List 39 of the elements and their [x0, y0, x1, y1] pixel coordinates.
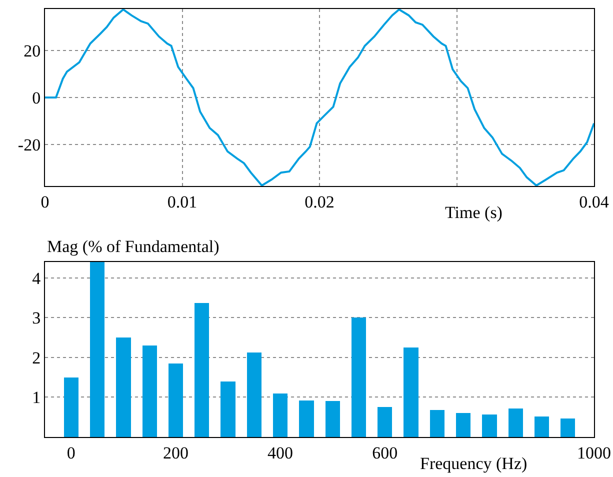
bar	[482, 414, 497, 437]
x-tick-label: 200	[162, 443, 188, 462]
x-tick-label: 0.02	[304, 192, 334, 212]
x-tick-label: 600	[372, 443, 398, 462]
bar	[430, 410, 444, 437]
bar	[534, 416, 550, 437]
bar	[325, 401, 340, 437]
x-tick-label: 0.01	[167, 192, 198, 212]
y-tick-label: 4	[32, 268, 42, 288]
y-tick-label: 1	[32, 388, 41, 408]
bar	[560, 418, 576, 437]
bar	[116, 338, 131, 437]
bar	[194, 302, 210, 437]
y-tick-label: 3	[32, 308, 41, 328]
bar	[272, 393, 288, 437]
bar	[299, 400, 314, 437]
bar	[404, 348, 418, 437]
bar	[142, 346, 157, 437]
x-axis-title: Frequency (Hz)	[420, 454, 528, 473]
x-axis-title: Time (s)	[445, 203, 502, 222]
bar	[220, 381, 236, 437]
y-tick-label: 20	[24, 42, 41, 60]
bar	[508, 408, 523, 437]
x-tick-label: 0	[66, 443, 76, 462]
x-tick-label: 1000	[577, 443, 611, 462]
bar	[168, 363, 184, 437]
bar	[351, 318, 366, 437]
y-axis-title: Mag (% of Fundamental)	[47, 237, 220, 256]
y-tick-label: 2	[32, 348, 41, 368]
bar	[246, 352, 262, 437]
line-series	[45, 9, 594, 186]
bar	[378, 407, 392, 437]
x-tick-label: 400	[268, 443, 294, 462]
x-tick-label: 0.04	[579, 192, 610, 212]
bar	[64, 377, 78, 437]
y-tick-label: -20	[18, 135, 41, 154]
bar	[456, 413, 471, 437]
y-tick-label: 0	[32, 88, 41, 108]
bar	[90, 262, 105, 437]
